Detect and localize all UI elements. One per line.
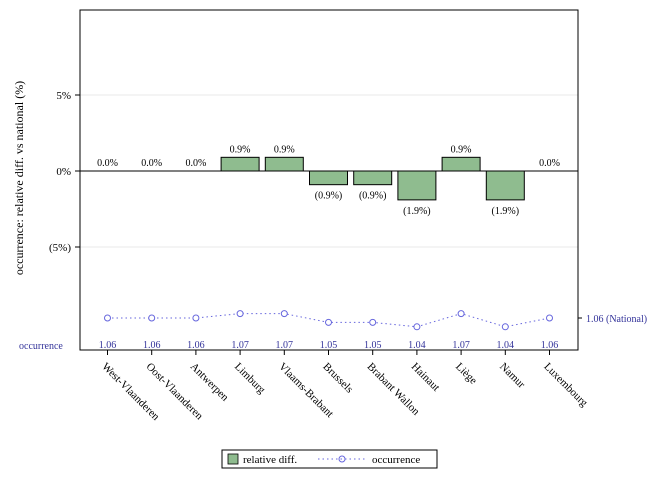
occurrence-point — [325, 318, 332, 326]
y-tick-label: (5%) — [49, 242, 71, 254]
bar — [485, 170, 525, 201]
bar-data-label: (1.9%) — [403, 206, 431, 217]
occurrence-series — [104, 310, 582, 331]
occurrence-value-label: 1.05 — [320, 340, 338, 351]
occurrence-point — [236, 310, 244, 318]
bars — [220, 156, 525, 201]
occurrence-point — [148, 314, 156, 322]
occurrence-labels: 1.06 1.06 1.06 1.07 1.07 1.05 1.05 1.04 1.07 1.04… — [99, 340, 559, 351]
bar-labels: 0.0% 0.0% 0.0% 0.9% 0.9% (0.9%) (0.9%) (1.9%) 0.… — [97, 144, 560, 217]
x-tick-label: Luxembourg — [541, 361, 590, 410]
occurrence-point — [457, 310, 465, 318]
x-tick-label: Antwerpen — [188, 361, 231, 404]
occurrence-value-label: 1.06 — [143, 340, 161, 351]
x-tick-label: Brussels — [320, 361, 355, 396]
legend-label-relative-diff: relative diff. — [243, 454, 297, 466]
bar-data-label: 0.9% — [451, 144, 472, 155]
occurrence-value-label: 1.05 — [364, 340, 382, 351]
y-tick-label: 0% — [56, 166, 71, 178]
occurrence-point — [104, 314, 111, 322]
occurrence-value-label: 1.04 — [408, 340, 426, 351]
legend-box — [221, 449, 438, 469]
legend-marker-occurrence — [338, 455, 346, 463]
occurrence-value-label: 1.06 — [99, 340, 117, 351]
occurrence-value-label: 1.07 — [231, 340, 249, 351]
bar-data-label: 0.0% — [141, 158, 162, 169]
bar-data-label: (1.9%) — [492, 206, 520, 217]
legend-swatch-relative-diff — [227, 453, 239, 465]
bar — [220, 156, 260, 172]
bar-data-label: 0.0% — [539, 158, 560, 169]
x-tick-label: Limburg — [232, 361, 268, 397]
y-tick-label: 5% — [56, 90, 71, 102]
national-reference-label: 1.06 (National) — [586, 314, 647, 325]
occurrence-value-label: 1.04 — [497, 340, 515, 351]
occurrence-axis-label: occurrence — [19, 341, 63, 352]
bar-data-label: 0.9% — [274, 144, 295, 155]
bar-data-label: 0.9% — [230, 144, 251, 155]
bar-data-label: 0.0% — [97, 158, 118, 169]
bar — [397, 170, 437, 201]
occurrence-point — [546, 314, 553, 322]
occurrence-value-label: 1.06 — [541, 340, 559, 351]
bar — [264, 156, 304, 172]
occurrence-point — [413, 323, 421, 331]
x-tick-label: Hainaut — [409, 361, 442, 394]
occurrence-value-label: 1.06 — [187, 340, 205, 351]
bar-data-label: (0.9%) — [359, 191, 387, 202]
occurrence-point — [192, 314, 200, 322]
bar-data-label: (0.9%) — [315, 191, 343, 202]
occurrence-value-label: 1.07 — [452, 340, 470, 351]
gridlines — [80, 94, 578, 248]
legend-label-occurrence: occurrence — [372, 454, 420, 466]
occurrence-point — [369, 318, 377, 326]
occurrence-point — [280, 310, 288, 318]
occurrence-point — [501, 323, 509, 331]
bar — [309, 170, 348, 186]
x-tick-label: Namur — [497, 361, 527, 391]
y-axis: 5% 0% (5%) — [49, 90, 80, 254]
occurrence-value-label: 1.07 — [276, 340, 294, 351]
bar — [441, 156, 481, 172]
bar-data-label: 0.0% — [185, 158, 206, 169]
y-axis-label: occurrence: relative diff. vs national (… — [12, 81, 26, 275]
bar — [353, 170, 393, 186]
x-tick-label: Liège — [453, 361, 479, 387]
legend: relative diff. occurrence — [221, 449, 438, 469]
